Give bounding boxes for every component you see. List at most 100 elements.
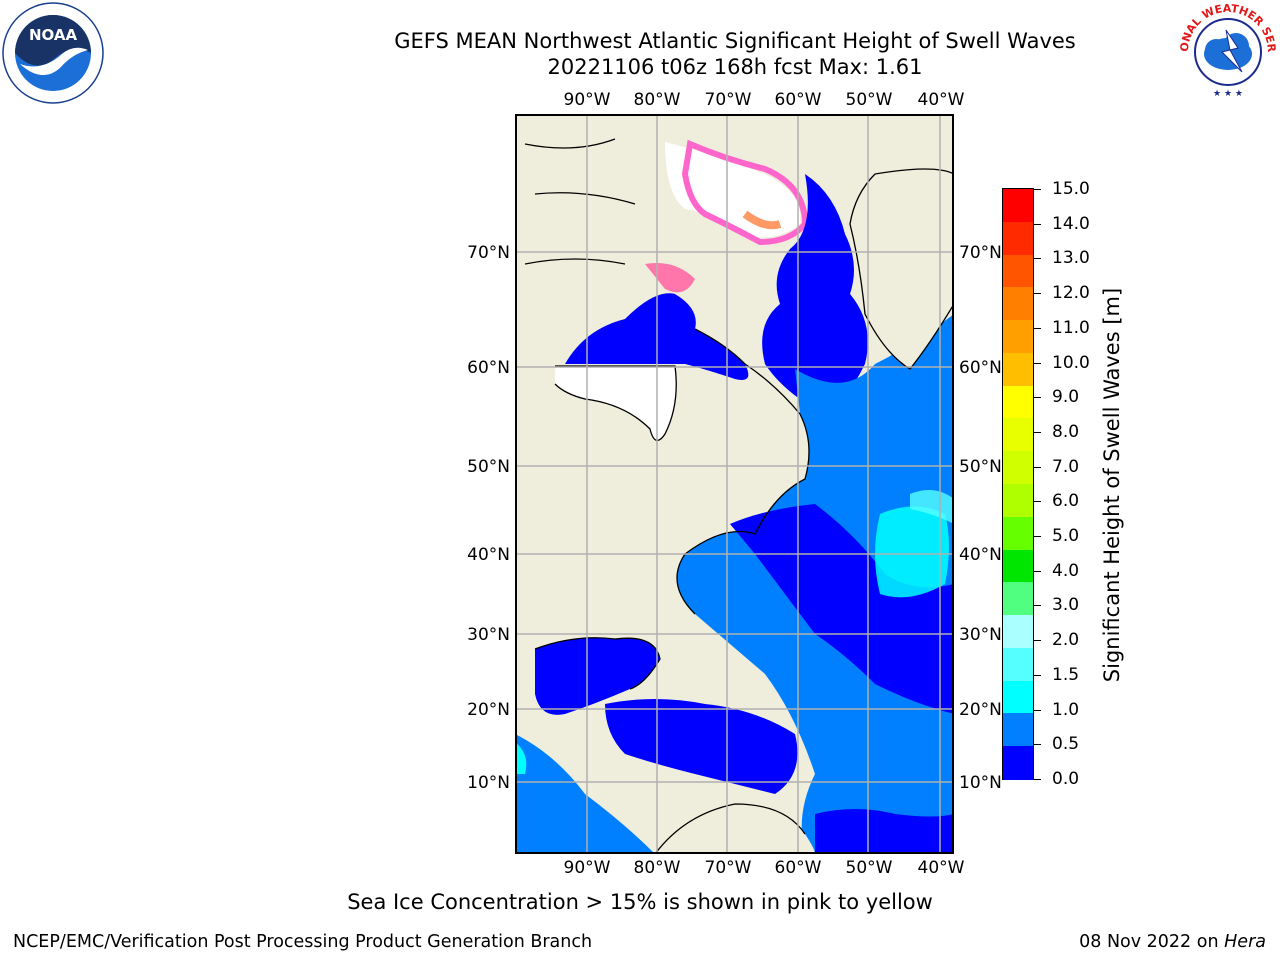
lon-label-bottom: 40°W [917, 858, 965, 878]
ice-mask-baffin [665, 142, 801, 238]
lon-label-top: 90°W [563, 90, 611, 110]
colorbar-segment [1003, 254, 1033, 288]
colorbar-tick-mark [1034, 466, 1041, 468]
footer-date-text: 08 Nov 2022 on [1079, 932, 1219, 952]
colorbar-tick-mark [1034, 189, 1041, 190]
lat-label-left: 30°N [467, 625, 510, 645]
sea-gulf-of-mexico [535, 637, 660, 715]
colorbar-segment [1003, 615, 1033, 649]
lon-label-bottom: 60°W [774, 858, 822, 878]
lat-label-left: 40°N [467, 545, 510, 565]
colorbar-tick-mark [1034, 501, 1041, 503]
colorbar-tick-mark [1034, 258, 1041, 260]
colorbar-tick-label: 1.5 [1052, 664, 1080, 685]
lat-label-right: 30°N [959, 625, 1002, 645]
lat-label-right: 40°N [959, 545, 1002, 565]
colorbar-segment [1003, 320, 1033, 354]
colorbar-segment [1003, 189, 1033, 223]
ice-mask-hudson [555, 366, 677, 441]
lat-label-left: 70°N [467, 243, 510, 263]
colorbar-tick-label: 9.0 [1052, 387, 1080, 408]
footer-branch: NCEP/EMC/Verification Post Processing Pr… [13, 932, 593, 952]
land-south-america [655, 804, 815, 854]
colorbar-tick-label: 7.0 [1052, 456, 1080, 477]
colorbar-segment [1003, 746, 1033, 780]
colorbar-tick-mark [1034, 779, 1041, 780]
colorbar-tick-mark [1034, 744, 1041, 746]
swell-max-patch [875, 506, 949, 598]
colorbar-segment [1003, 516, 1033, 551]
colorbar-segment [1003, 549, 1033, 583]
colorbar-segment [1003, 451, 1033, 485]
sea-western-atlantic [730, 504, 954, 714]
lat-label-left: 20°N [467, 700, 510, 720]
noaa-text: NOAA [29, 26, 78, 44]
lat-label-right: 10°N [959, 773, 1002, 793]
colorbar-segment [1003, 647, 1033, 682]
colorbar-tick-label: 2.0 [1052, 630, 1080, 651]
footer-date: 08 Nov 2022 on Hera [1079, 932, 1266, 952]
colorbar-tick-mark [1034, 327, 1041, 329]
colorbar-tick-label: 11.0 [1052, 317, 1090, 338]
map-panel [515, 114, 954, 854]
sea-caribbean [605, 699, 798, 794]
nws-logo-icon: NATIONAL WEATHER SERVICE ★ ★ ★ [1171, 0, 1280, 104]
colorbar-segment [1003, 582, 1033, 616]
lat-label-left: 10°N [467, 773, 510, 793]
svg-text:★ ★ ★: ★ ★ ★ [1213, 89, 1243, 99]
land-greenland [850, 169, 954, 369]
lon-label-top: 60°W [774, 90, 822, 110]
colorbar-tick-mark [1034, 397, 1041, 399]
lon-label-top: 50°W [845, 90, 893, 110]
colorbar-segment [1003, 385, 1033, 420]
sea-ice-edge [681, 139, 809, 246]
colorbar-segment [1003, 221, 1033, 256]
lat-label-right: 60°N [959, 358, 1002, 378]
colorbar-segment [1003, 680, 1033, 715]
colorbar-tick-mark [1034, 362, 1041, 364]
graticule [515, 114, 954, 854]
lon-label-bottom: 50°W [845, 858, 893, 878]
colorbar-tick-mark [1034, 640, 1041, 642]
lon-label-bottom: 90°W [563, 858, 611, 878]
colorbar-tick-mark [1034, 674, 1041, 676]
colorbar-tick-mark [1034, 431, 1041, 433]
colorbar-tick-label: 0.5 [1052, 734, 1080, 755]
colorbar-tick-mark [1034, 709, 1041, 711]
colorbar-tick-mark [1034, 293, 1041, 295]
lon-label-top: 70°W [704, 90, 752, 110]
lat-label-left: 50°N [467, 457, 510, 477]
colorbar-tick-label: 0.0 [1052, 769, 1080, 789]
colorbar-segment [1003, 287, 1033, 321]
colorbar-tick-label: 15.0 [1052, 179, 1090, 199]
colorbar-tick-label: 1.0 [1052, 699, 1080, 720]
sea-ice-caption: Sea Ice Concentration > 15% is shown in … [347, 890, 933, 914]
colorbar-segment [1003, 352, 1033, 387]
colorbar-tick-label: 10.0 [1052, 352, 1090, 373]
colorbar-tick-label: 6.0 [1052, 491, 1080, 512]
map-title: GEFS MEAN Northwest Atlantic Significant… [394, 29, 1076, 53]
lon-label-top: 80°W [633, 90, 681, 110]
colorbar-tick-label: 8.0 [1052, 421, 1080, 442]
colorbar [1002, 188, 1034, 780]
colorbar-segment [1003, 713, 1033, 747]
lat-label-right: 20°N [959, 700, 1002, 720]
colorbar-tick-label: 4.0 [1052, 560, 1080, 581]
colorbar-tick-label: 13.0 [1052, 248, 1090, 269]
lon-label-bottom: 80°W [633, 858, 681, 878]
colorbar-tick-mark [1034, 570, 1041, 572]
lon-label-top: 40°W [917, 90, 965, 110]
footer-host: Hera [1224, 932, 1266, 952]
lat-label-right: 50°N [959, 457, 1002, 477]
lat-label-left: 60°N [467, 358, 510, 378]
sea-labrador [762, 174, 868, 414]
colorbar-tick-label: 14.0 [1052, 213, 1090, 234]
colorbar-segment [1003, 418, 1033, 452]
sea-pacific [515, 734, 655, 854]
lat-label-right: 70°N [959, 243, 1002, 263]
colorbar-tick-mark [1034, 223, 1041, 225]
colorbar-title: Significant Height of Swell Waves [m] [1100, 287, 1124, 683]
colorbar-tick-label: 3.0 [1052, 595, 1080, 616]
lon-label-bottom: 70°W [704, 858, 752, 878]
noaa-logo-icon: NOAA [2, 2, 104, 104]
